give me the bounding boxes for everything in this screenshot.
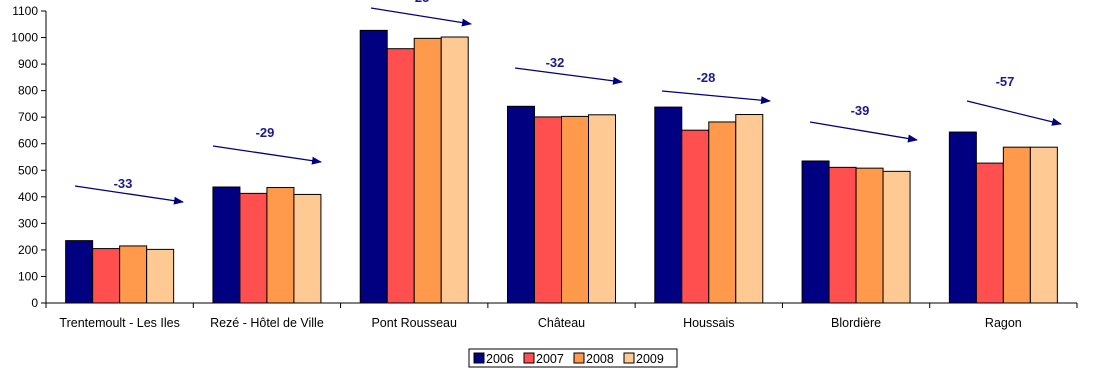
trend-arrow [212, 145, 322, 165]
bar-2009 [1029, 146, 1058, 304]
bar-2006 [507, 105, 535, 304]
bar-2006 [212, 186, 241, 304]
annotations: -33 -29 -25 -32 -28 -39 -57 [74, 0, 1062, 205]
y-tick-label: 600 [18, 137, 38, 151]
x-category-label: Pont Rousseau [371, 316, 457, 330]
y-tick-label: 900 [18, 57, 38, 71]
bar-2007 [681, 129, 710, 304]
trend-arrow [370, 7, 472, 27]
y-tick-label: 1100 [12, 4, 38, 18]
bar-2007 [386, 48, 415, 304]
legend-label-2007: 2007 [536, 352, 564, 366]
bar-2008 [413, 37, 442, 304]
legend: 2006 2007 2008 2009 [468, 348, 678, 368]
bar-2006 [359, 29, 388, 304]
x-category-label: Blordière [831, 316, 881, 330]
trend-label: -29 [256, 125, 275, 140]
y-tick-label: 800 [18, 84, 38, 98]
trend-label: -32 [546, 55, 565, 70]
bar-2008 [561, 115, 589, 304]
trend-label: -33 [114, 176, 133, 191]
legend-swatch-2008 [573, 352, 585, 364]
trend-arrow [809, 121, 918, 143]
y-tick-label: 200 [18, 243, 38, 257]
bar-2007 [828, 166, 857, 304]
bar-2006 [65, 240, 94, 304]
legend-label-2009: 2009 [636, 352, 664, 366]
bar-2007 [975, 162, 1004, 304]
y-tick-label: 300 [18, 216, 38, 230]
trend-arrow [514, 67, 623, 85]
bar-2006 [654, 106, 683, 304]
trend-label: -39 [851, 103, 870, 118]
trend-label: -28 [697, 70, 716, 85]
x-category-label: Château [538, 316, 585, 330]
bar-2006 [801, 160, 830, 304]
bar-2009 [588, 114, 616, 304]
bar-2008 [266, 187, 295, 304]
y-tick-label: 100 [18, 269, 38, 283]
y-tick-label: 500 [18, 163, 38, 177]
trend-arrow [74, 185, 184, 205]
y-tick-label: 700 [18, 110, 38, 124]
x-category-label: Rezé - Hôtel de Ville [210, 316, 324, 330]
bar-2009 [882, 170, 911, 304]
bar-2009 [735, 114, 764, 304]
bar-2008 [708, 121, 737, 304]
bar-2006 [948, 131, 977, 304]
x-category-label: Trentemoult - Les Iles [59, 316, 179, 330]
x-category-label: Houssais [683, 316, 734, 330]
legend-swatch-2006 [473, 352, 485, 364]
y-tick-label: 0 [31, 296, 38, 310]
axes: 0 100 200 300 400 500 600 700 800 900 1000 1100 Tren… [11, 4, 1078, 330]
trend-label: -57 [996, 74, 1015, 89]
bar-2008 [119, 245, 148, 304]
y-tick-label: 400 [18, 190, 38, 204]
legend-swatch-2009 [623, 352, 635, 364]
trend-arrow [966, 100, 1062, 126]
bar-2007 [92, 248, 121, 304]
bar-2007 [534, 116, 562, 304]
bar-2009 [440, 36, 469, 304]
x-category-label: Ragon [985, 316, 1022, 330]
bar-2008 [1002, 146, 1031, 304]
bar-2007 [239, 192, 268, 304]
bar-2008 [855, 167, 884, 304]
bar-2009 [293, 193, 322, 304]
legend-label-2008: 2008 [586, 352, 614, 366]
y-tick-label: 1000 [11, 31, 38, 45]
trend-arrow [661, 90, 771, 105]
trend-label: -25 [411, 0, 430, 5]
bars [65, 29, 1058, 304]
legend-swatch-2007 [523, 352, 535, 364]
bar-2009 [146, 248, 175, 304]
legend-label-2006: 2006 [486, 352, 514, 366]
